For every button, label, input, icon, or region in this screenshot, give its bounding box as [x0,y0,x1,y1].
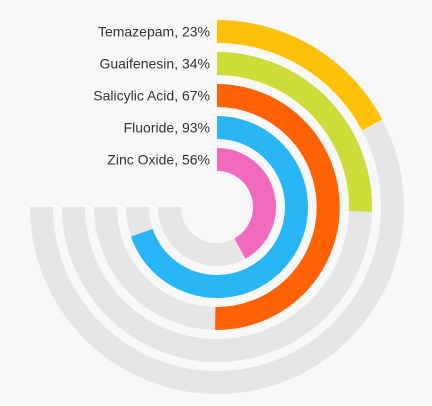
ring-label-temazepam: Temazepam, 23% [98,24,210,40]
ring-label-zinc-oxide: Zinc Oxide, 56% [107,152,210,168]
ring-bar-salicylic-acid[interactable] [215,84,340,330]
ring-bar-zinc-oxide[interactable] [216,148,276,259]
ring-bar-fluoride[interactable] [130,116,308,298]
ring-bar-temazepam[interactable] [216,20,383,131]
ring-label-salicylic-acid: Salicylic Acid, 67% [93,88,210,104]
ring-label-guaifenesin: Guaifenesin, 34% [99,56,210,72]
ring-label-fluoride: Fluoride, 93% [124,120,210,136]
ring-bar-guaifenesin[interactable] [216,52,372,212]
